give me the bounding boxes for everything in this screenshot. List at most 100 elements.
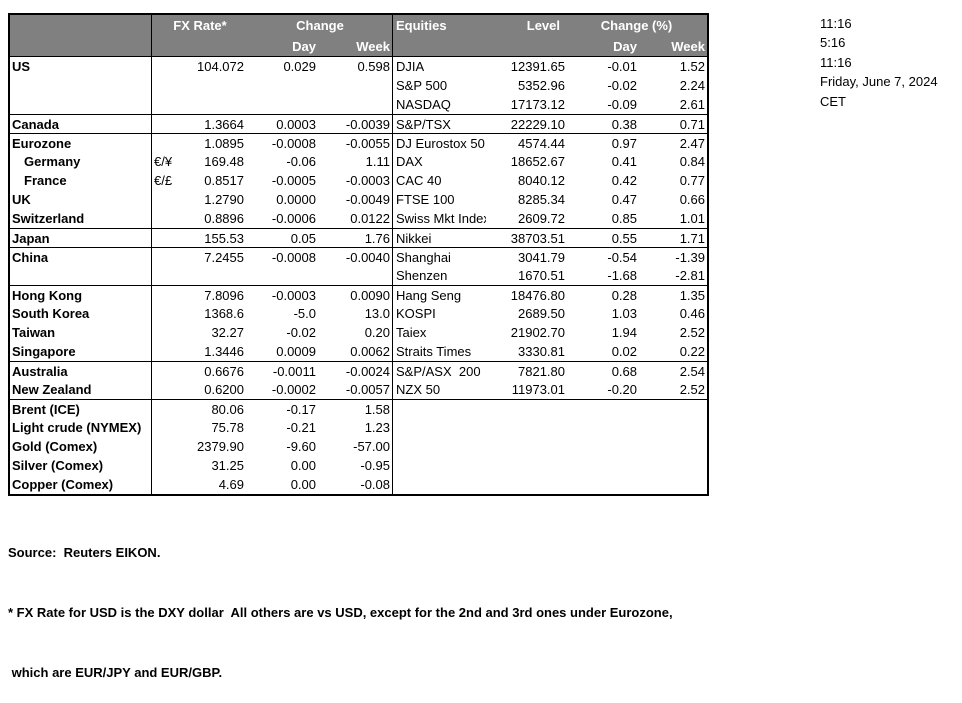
- currency-pair-cell: [152, 475, 182, 494]
- table-header-row-1: FX Rate* Change Equities Level Change (%…: [10, 15, 707, 36]
- fx-day-change-cell: -0.0003: [271, 288, 316, 303]
- equity-name-cell: DJ Eurostox 50: [392, 134, 486, 152]
- equity-day-change-cell: [566, 456, 638, 475]
- equity-day-change-cell: 1.03: [611, 306, 637, 321]
- country-cell: Singapore: [10, 342, 152, 361]
- currency-pair-cell: €/¥: [154, 154, 173, 169]
- fx-rate-cell: 1.3664: [204, 117, 244, 132]
- table-row: Copper (Comex) 4.69 0.00 -0.08: [10, 475, 707, 494]
- equities-header: Equities: [392, 15, 486, 36]
- fx-rate-cell: 0.8517: [204, 173, 244, 188]
- fx-week-change-cell: 0.0062: [350, 344, 390, 359]
- currency-pair-cell: [152, 57, 182, 76]
- equity-level-cell: 18652.67: [510, 154, 565, 169]
- fx-week-change-cell: 0.0090: [350, 288, 390, 303]
- fx-rate-cell: 75.78: [211, 420, 244, 435]
- fx-week-change-cell: 1.11: [365, 154, 390, 169]
- fx-week-change-cell: -0.0049: [345, 192, 390, 207]
- equity-level-cell: 2689.50: [518, 306, 565, 321]
- equity-week-change-cell: 1.71: [679, 231, 705, 246]
- source-note: Source: Reuters EIKON.: [8, 545, 161, 560]
- country-cell: Silver (Comex): [10, 456, 152, 475]
- fx-rate-cell: 169.48: [204, 154, 244, 169]
- currency-pair-cell: [152, 323, 182, 342]
- fx-day-change-cell: -0.0006: [271, 211, 316, 226]
- table-row: Gold (Comex) 2379.90 -9.60 -57.00: [10, 437, 707, 456]
- fx-week-change-cell: -0.0024: [345, 364, 390, 379]
- currency-pair-cell: [152, 286, 182, 304]
- equity-day-change-cell: 0.47: [611, 192, 637, 207]
- currency-pair-cell: [152, 76, 182, 95]
- fx-week-change-cell: -0.0055: [345, 136, 390, 151]
- country-cell: US: [10, 57, 152, 76]
- equity-name-cell: NZX 50: [392, 380, 486, 399]
- fx-rate-cell: [182, 95, 248, 114]
- equity-day-change-cell: -1.68: [607, 268, 637, 283]
- spacer-cell: [486, 36, 566, 56]
- equities-change-pct-header: Change (%): [600, 18, 673, 33]
- fx-week-header: Week: [356, 39, 390, 54]
- equity-day-change-cell: -0.20: [607, 382, 637, 397]
- table-row: UK 1.2790 0.0000 -0.0049 FTSE 100 8285.34 0.47…: [10, 190, 707, 209]
- country-cell: [10, 266, 152, 285]
- equity-day-change-cell: [566, 418, 638, 437]
- fx-day-change-cell: [248, 95, 320, 114]
- fx-rate-note-line-2: which are EUR/JPY and EUR/GBP.: [8, 665, 223, 680]
- fx-week-change-cell: 1.76: [364, 231, 390, 246]
- fx-week-change-cell: -0.0039: [345, 117, 390, 132]
- equity-name-cell: Straits Times: [392, 342, 486, 361]
- country-cell: Germany: [10, 152, 152, 171]
- currency-pair-cell: [152, 400, 182, 418]
- equity-level-cell: 3041.79: [518, 250, 565, 265]
- equity-name-cell: [392, 418, 486, 437]
- equity-name-cell: Taiex: [392, 323, 486, 342]
- equity-week-change-cell: 0.46: [679, 306, 705, 321]
- fx-day-change-cell: -5.0: [293, 306, 316, 321]
- fx-week-change-cell: 1.58: [364, 402, 390, 417]
- equity-level-cell: 1670.51: [518, 268, 565, 283]
- equity-week-change-cell: [638, 456, 707, 475]
- equity-day-change-cell: -0.09: [607, 97, 637, 112]
- table-row: S&P 500 5352.96 -0.02 2.24: [10, 76, 707, 95]
- table-row: Japan 155.53 0.05 1.76 Nikkei 38703.51 0.55 1.7…: [10, 228, 707, 247]
- currency-pair-cell: [152, 380, 182, 399]
- footnotes: Source: Reuters EIKON. * FX Rate for USD…: [8, 503, 673, 703]
- equity-name-cell: [392, 456, 486, 475]
- fx-day-change-cell: -9.60: [286, 439, 316, 454]
- equity-week-change-cell: -2.81: [675, 268, 705, 283]
- fx-day-change-cell: -0.02: [286, 325, 316, 340]
- equity-day-change-cell: -0.01: [607, 59, 637, 74]
- country-cell: [10, 95, 152, 114]
- country-header-cell: [10, 15, 152, 36]
- equity-level-cell: 12391.65: [510, 59, 565, 74]
- fx-day-change-cell: [248, 76, 320, 95]
- table-row: Singapore 1.3446 0.0009 0.0062 Straits Times…: [10, 342, 707, 361]
- currency-pair-cell: [152, 248, 182, 266]
- fx-rate-cell: [182, 266, 248, 285]
- equity-name-cell: KOSPI: [392, 304, 486, 323]
- equity-week-change-cell: 1.01: [679, 211, 705, 226]
- timestamp-line: 5:16: [820, 35, 846, 51]
- fx-day-change-cell: 0.0000: [276, 192, 316, 207]
- equity-name-cell: CAC 40: [392, 171, 486, 190]
- fx-rate-cell: 7.2455: [204, 250, 244, 265]
- spacer-cell: [152, 36, 248, 56]
- equity-name-cell: DAX: [392, 152, 486, 171]
- equity-name-cell: S&P 500: [392, 76, 486, 95]
- fx-week-change-cell: 0.598: [357, 59, 390, 74]
- table-row: US 104.072 0.029 0.598 DJIA 12391.65 -0.01 1.52: [10, 57, 707, 76]
- fx-day-header: Day: [292, 39, 316, 54]
- equity-name-cell: Nikkei: [392, 229, 486, 247]
- equity-week-change-cell: [638, 400, 707, 418]
- table-row: Light crude (NYMEX) 75.78 -0.21 1.23: [10, 418, 707, 437]
- table-row: Germany €/¥ 169.48 -0.06 1.11 DAX 18652.67 0.41…: [10, 152, 707, 171]
- equity-name-cell: S&P/TSX: [392, 115, 486, 133]
- table-row: Brent (ICE) 80.06 -0.17 1.58: [10, 399, 707, 418]
- equity-name-cell: [392, 400, 486, 418]
- currency-pair-cell: [152, 209, 182, 228]
- fx-day-change-cell: -0.0008: [271, 250, 316, 265]
- country-cell: New Zealand: [10, 380, 152, 399]
- equity-day-change-cell: 0.28: [611, 288, 637, 303]
- equity-name-cell: Shenzen: [392, 266, 486, 285]
- equity-day-change-cell: -0.54: [607, 250, 637, 265]
